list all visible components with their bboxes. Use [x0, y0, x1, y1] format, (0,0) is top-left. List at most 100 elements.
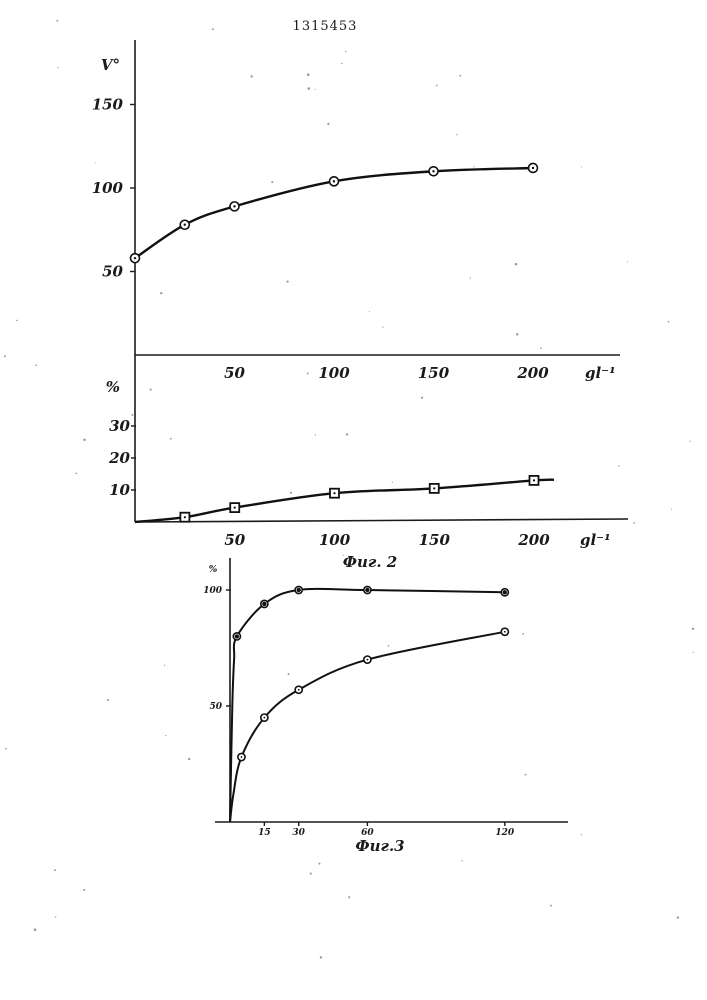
chart2-y-tick-label: 10: [109, 481, 130, 499]
figure-3-caption: Фиг.3: [355, 837, 404, 855]
scan-speck: [462, 860, 463, 861]
scan-noise: [4, 20, 694, 959]
scan-speck: [55, 916, 56, 917]
scan-speck: [310, 873, 312, 875]
patent-number: 1315453: [293, 19, 358, 34]
scan-speck: [5, 748, 7, 750]
chart3-open-point-center: [241, 756, 243, 758]
scan-speck: [341, 63, 343, 65]
scan-speck: [290, 492, 292, 494]
scan-speck: [668, 321, 670, 323]
chart-percent: % gl⁻¹ 102030 50100150200 Фиг. 2: [106, 378, 628, 571]
scan-speck: [693, 652, 694, 653]
scan-speck: [307, 372, 309, 374]
scan-speck: [188, 758, 190, 760]
chart3-markers: [233, 586, 508, 760]
chart2-point-center: [333, 492, 335, 494]
chart2-x-tick-label: 150: [419, 531, 451, 549]
chart1-x-tick-label: 150: [418, 364, 450, 382]
chart3-x-tick-label: 30: [292, 828, 305, 838]
chart3-filled-point-fill: [262, 602, 266, 606]
chart3-filled-point-fill: [235, 634, 239, 638]
chart1-x-tick-label: 100: [318, 364, 350, 382]
scan-speck: [35, 364, 37, 366]
scan-speck: [501, 632, 502, 633]
chart1-point-center: [432, 170, 434, 172]
scan-speck: [315, 89, 316, 90]
chart1-point-center: [532, 167, 534, 169]
scan-speck: [346, 433, 348, 435]
chart3-x-tick-label: 15: [258, 828, 271, 838]
chart2-y-ticks: 10 20 30: [108, 417, 136, 499]
scan-speck: [95, 162, 96, 163]
scan-speck: [83, 439, 86, 442]
chart3-y-tick-label: 100: [203, 586, 223, 596]
chart3-y-ticks: 50 100: [203, 586, 231, 712]
scan-speck: [271, 181, 273, 183]
scan-speck: [633, 522, 635, 524]
chart3-filled-point-fill: [503, 590, 507, 594]
scan-speck: [165, 735, 166, 736]
chart3-open-point-center: [263, 717, 265, 719]
scan-speck: [369, 311, 370, 312]
scan-speck: [692, 628, 694, 630]
chart2-point-center: [533, 479, 535, 481]
chart1-y-tick-label: 50: [102, 263, 123, 281]
chart3-x-tick-label: 120: [495, 828, 515, 838]
scan-speck: [83, 889, 85, 891]
scan-speck: [56, 20, 58, 22]
scan-speck: [627, 261, 628, 262]
scan-speck: [54, 869, 56, 871]
chart1-y-tick-label: 150: [92, 96, 124, 114]
scan-speck: [327, 123, 329, 125]
scan-speck: [345, 51, 346, 52]
scan-speck: [16, 320, 18, 322]
scan-speck: [288, 673, 290, 675]
chart1-markers: [131, 163, 538, 262]
scan-speck: [421, 397, 423, 399]
chart3-open-point-center: [504, 631, 506, 633]
scan-speck: [473, 166, 474, 167]
figure-2-caption: Фиг. 2: [343, 553, 397, 571]
chart1-y-label: V°: [101, 56, 120, 74]
chart3-open-point-center: [367, 659, 369, 661]
chart1-y-ticks: 50100150: [92, 96, 135, 281]
chart2-x-tick-label: 100: [319, 531, 351, 549]
scan-speck: [160, 292, 162, 294]
scan-speck: [307, 73, 310, 76]
chart3-curve-filled: [230, 589, 505, 822]
chart2-x-axis: [135, 519, 628, 522]
chart3-open-point-center: [298, 689, 300, 691]
scan-speck: [522, 633, 524, 635]
chart1-point-center: [134, 257, 136, 259]
scan-speck: [150, 389, 152, 391]
chart2-y-tick-label: 20: [108, 449, 130, 467]
scan-speck: [581, 834, 582, 835]
scan-speck: [677, 916, 679, 918]
scan-speck: [525, 774, 527, 776]
chart3-filled-point-fill: [297, 588, 301, 592]
chart2-curve: [135, 480, 554, 522]
chart-velocity: V° gl⁻¹ 50100150 50100150200: [92, 40, 620, 522]
scan-speck: [57, 67, 58, 68]
scan-speck: [618, 465, 619, 466]
scan-speck: [388, 645, 390, 647]
chart2-point-center: [433, 487, 435, 489]
chart2-x-label: gl⁻¹: [580, 531, 611, 549]
scan-speck: [131, 414, 133, 416]
scan-speck: [308, 87, 311, 90]
chart3-y-tick-label: 50: [209, 702, 222, 712]
chart2-markers: [180, 476, 538, 522]
chart1-x-tick-label: 50: [224, 364, 245, 382]
scan-speck: [382, 326, 383, 327]
scan-speck: [320, 956, 322, 958]
scan-speck: [516, 333, 518, 335]
chart2-y-tick-label: 30: [109, 417, 130, 435]
scan-speck: [392, 482, 393, 483]
scan-speck: [315, 434, 316, 435]
chart2-point-center: [184, 516, 186, 518]
scan-speck: [343, 555, 344, 556]
scan-speck: [436, 85, 438, 87]
chart1-point-center: [333, 180, 335, 182]
